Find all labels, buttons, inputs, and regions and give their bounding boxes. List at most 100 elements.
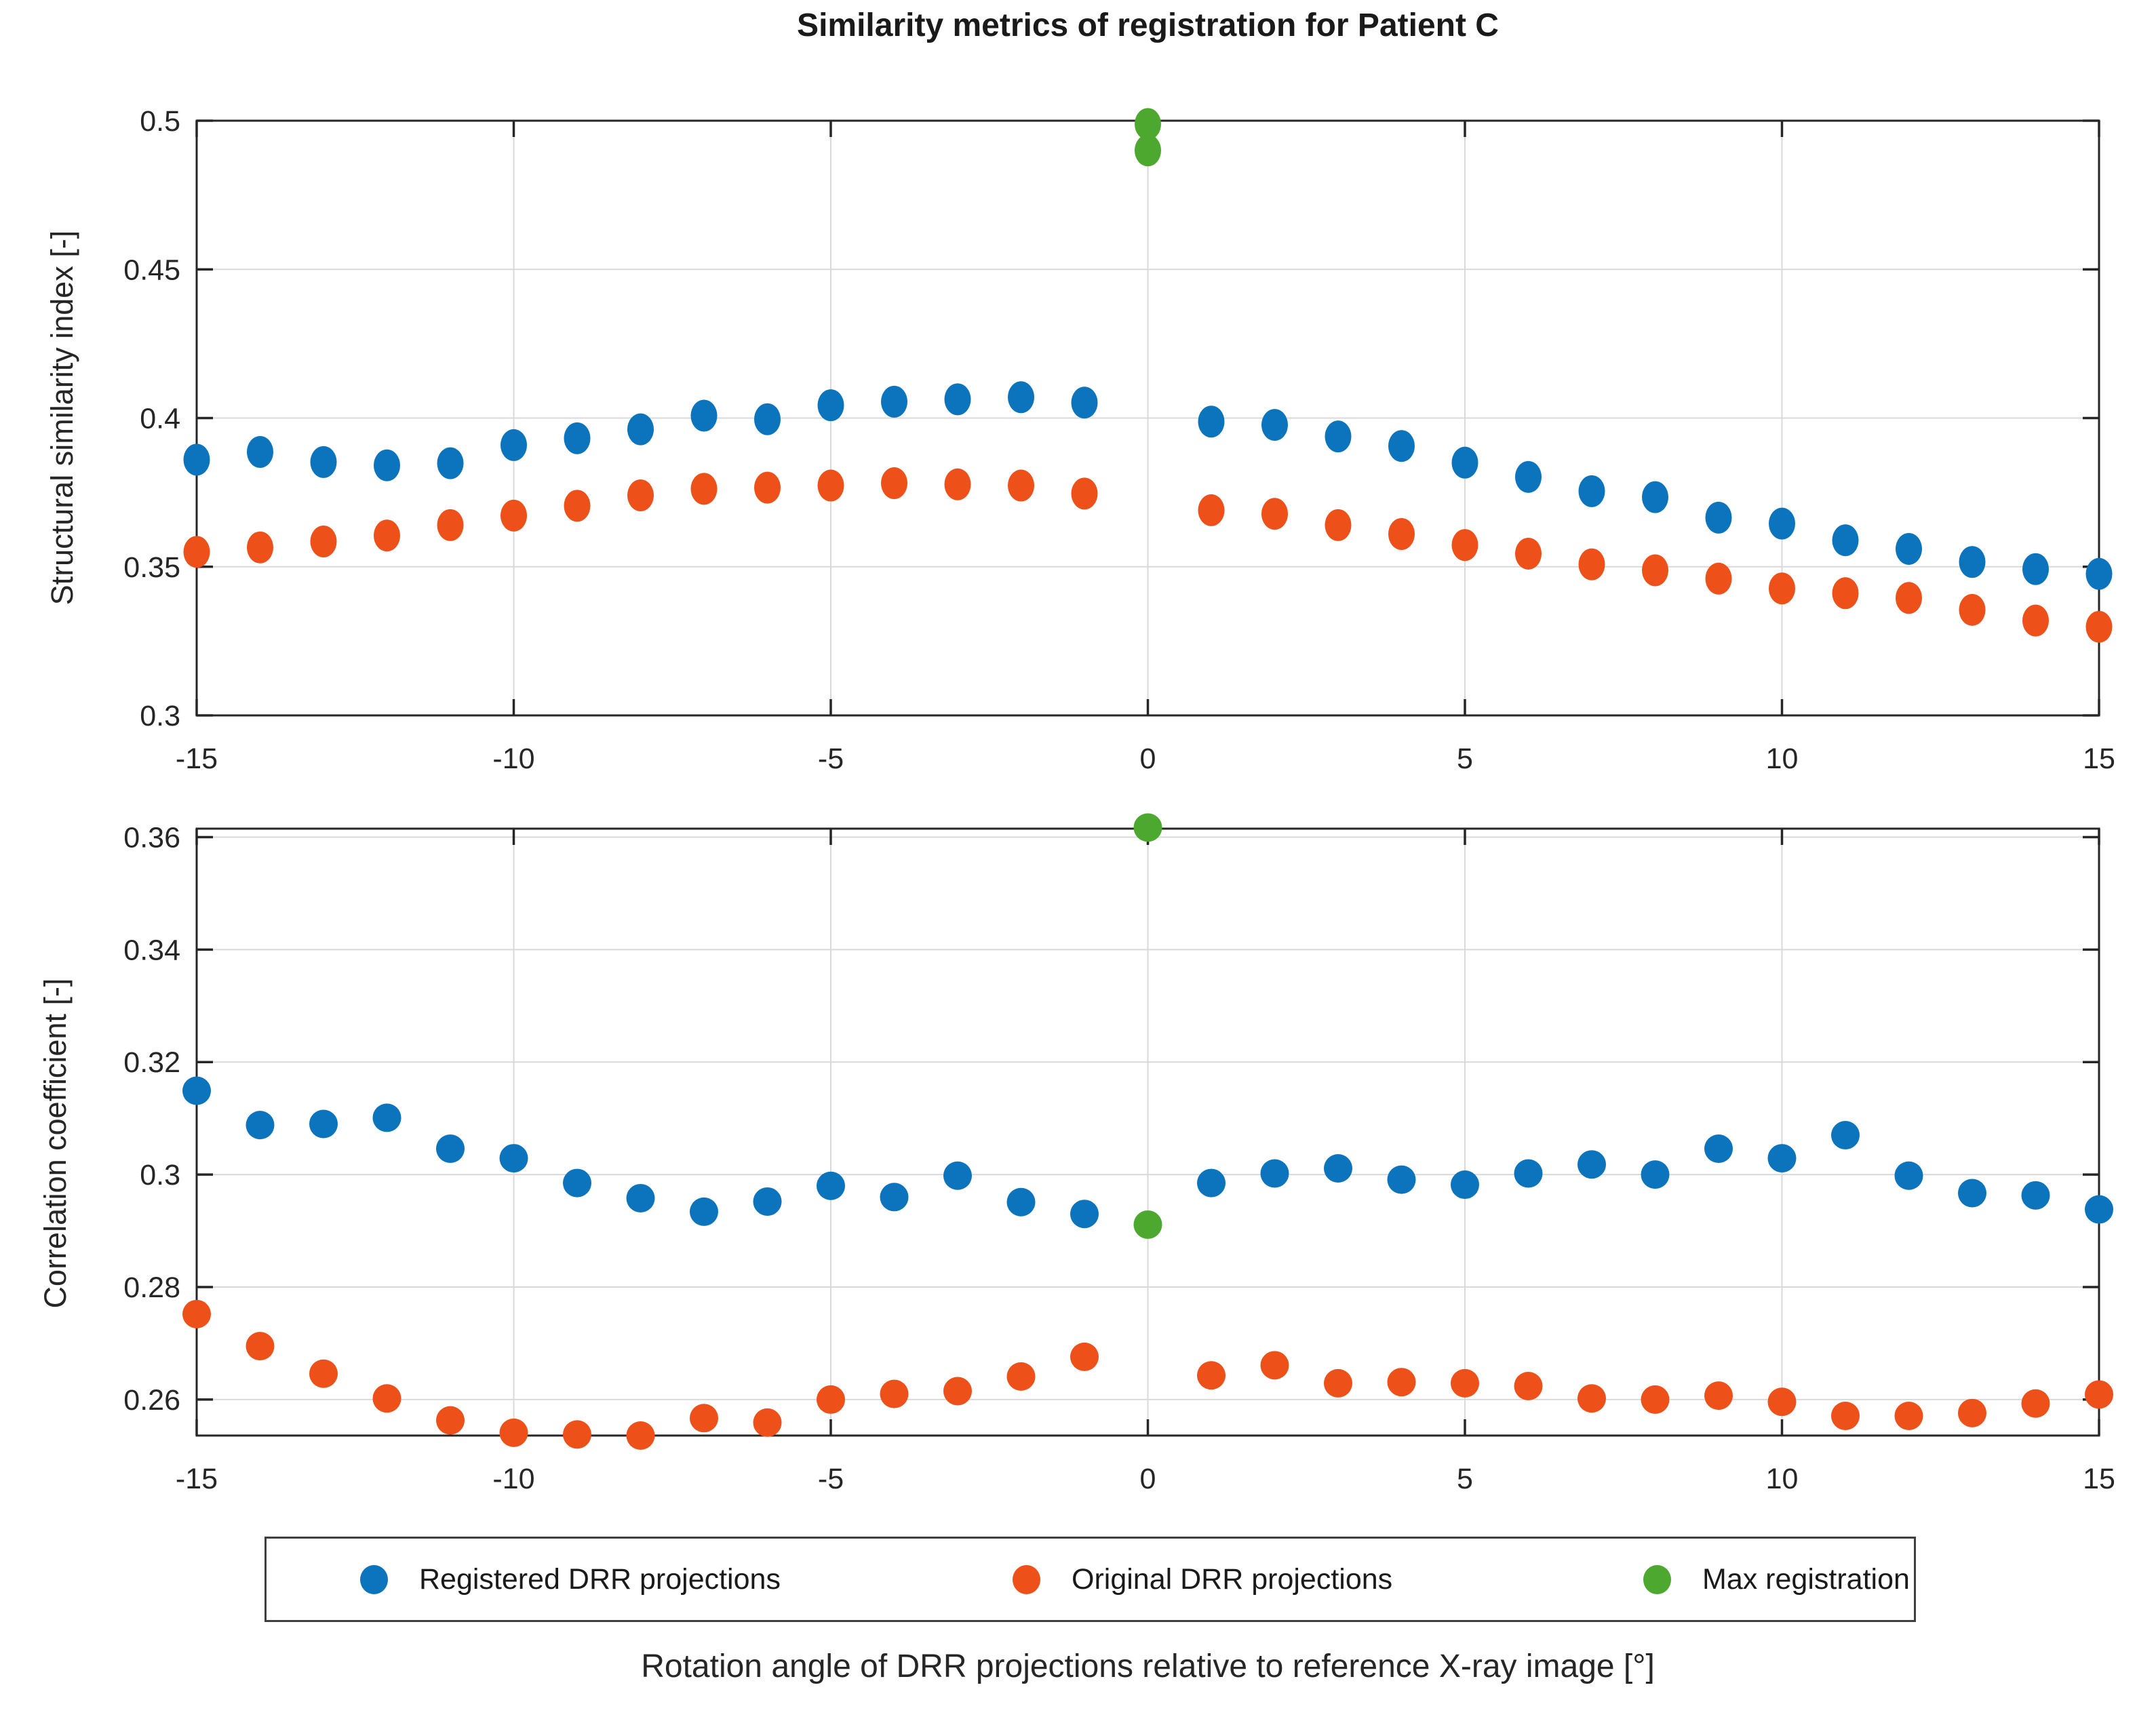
data-point-original xyxy=(1896,582,1922,614)
data-point-original xyxy=(626,1421,655,1450)
data-point-registered xyxy=(1642,481,1668,513)
data-point-original xyxy=(1705,562,1732,595)
x-tick-label: 15 xyxy=(2083,1463,2115,1495)
data-point-original xyxy=(1198,494,1225,526)
x-tick-label: 10 xyxy=(1766,743,1799,775)
legend-label: Original DRR projections xyxy=(1072,1562,1393,1596)
data-point-registered xyxy=(1325,420,1352,453)
data-point-original xyxy=(943,1377,972,1406)
data-point-registered xyxy=(2021,1181,2050,1210)
registered-marker-icon xyxy=(360,1564,388,1594)
y-tick-label: 0.32 xyxy=(123,1046,180,1079)
data-point-registered xyxy=(1388,430,1415,462)
data-point-original xyxy=(753,1408,782,1437)
data-point-original xyxy=(2021,1389,2050,1418)
data-point-original xyxy=(1769,572,1795,605)
legend-label: Max registration xyxy=(1702,1562,1910,1596)
data-point-original xyxy=(437,509,464,541)
data-point-registered xyxy=(2085,1195,2113,1224)
data-point-max xyxy=(1135,108,1161,140)
data-point-original xyxy=(2085,1380,2113,1409)
data-point-registered xyxy=(1896,532,1922,565)
data-point-registered xyxy=(1197,1168,1226,1198)
data-point-registered xyxy=(2022,553,2049,585)
data-point-registered xyxy=(2085,557,2113,590)
data-point-registered xyxy=(1894,1161,1923,1190)
x-tick-label: 10 xyxy=(1766,1463,1799,1495)
original-marker-icon xyxy=(1013,1564,1040,1594)
data-point-original xyxy=(1006,1362,1036,1391)
data-point-registered xyxy=(1451,1170,1479,1200)
data-point-original xyxy=(563,1420,591,1449)
data-point-registered xyxy=(1071,387,1098,419)
data-point-registered xyxy=(626,1183,655,1212)
data-point-registered xyxy=(247,435,273,468)
data-point-original xyxy=(690,473,718,505)
data-point-original xyxy=(1388,518,1415,551)
data-point-registered xyxy=(817,389,844,422)
data-point-original xyxy=(1387,1368,1416,1397)
data-point-registered xyxy=(182,1076,211,1105)
x-axis-label: Rotation angle of DRR projections relati… xyxy=(641,1648,1655,1684)
y-tick-label: 0.3 xyxy=(140,700,180,732)
data-point-registered xyxy=(372,1103,401,1132)
data-point-registered xyxy=(943,1161,972,1190)
data-point-original xyxy=(436,1406,465,1435)
data-point-original xyxy=(627,479,654,512)
x-tick-label: -10 xyxy=(492,743,534,775)
data-point-original xyxy=(1197,1361,1226,1390)
data-point-registered xyxy=(944,383,971,416)
data-point-original xyxy=(1071,477,1098,510)
y-tick-label: 0.28 xyxy=(123,1271,180,1304)
data-point-original xyxy=(754,471,781,504)
data-point-original xyxy=(246,1332,275,1361)
chart-title: Similarity metrics of registration for P… xyxy=(797,7,1499,43)
data-point-registered xyxy=(817,1171,845,1200)
data-point-registered xyxy=(690,1197,718,1226)
data-point-original xyxy=(1894,1401,1923,1430)
data-point-original xyxy=(1514,1372,1543,1401)
data-point-original xyxy=(1704,1381,1733,1410)
data-point-registered xyxy=(1261,409,1288,441)
y-axis-label-bottom: Correlation coefficient [-] xyxy=(38,978,73,1309)
data-point-registered xyxy=(1769,507,1795,540)
data-point-registered xyxy=(501,429,527,461)
data-point-registered xyxy=(881,385,907,418)
data-point-registered xyxy=(1959,546,1986,578)
data-point-registered xyxy=(1577,1150,1606,1179)
data-point-original xyxy=(183,536,210,568)
legend-item-max: Max registration xyxy=(1643,1539,1910,1620)
data-point-registered xyxy=(436,1134,465,1163)
data-point-registered xyxy=(183,443,210,476)
data-point-original xyxy=(1642,554,1668,587)
data-point-original xyxy=(1958,1398,1986,1427)
x-tick-label: -5 xyxy=(818,743,844,775)
legend-item-registered: Registered DRR projections xyxy=(360,1539,781,1620)
data-point-original xyxy=(564,490,591,522)
data-point-registered xyxy=(627,413,654,446)
data-point-original xyxy=(1324,1368,1352,1398)
data-point-registered xyxy=(1324,1154,1352,1183)
data-point-original xyxy=(2022,604,2049,637)
x-tick-label: 0 xyxy=(1140,1463,1156,1495)
x-tick-label: -10 xyxy=(492,1463,534,1495)
data-point-registered xyxy=(880,1183,909,1212)
x-tick-label: -15 xyxy=(176,743,218,775)
data-point-original xyxy=(880,1379,909,1408)
data-point-original xyxy=(1577,1384,1606,1413)
max-marker-icon xyxy=(1643,1564,1671,1594)
data-point-max xyxy=(1135,134,1161,167)
data-point-original xyxy=(247,531,273,564)
x-tick-label: 0 xyxy=(1140,743,1156,775)
data-point-original xyxy=(690,1404,718,1433)
y-tick-label: 0.26 xyxy=(123,1384,180,1417)
x-tick-label: 5 xyxy=(1457,1463,1473,1495)
data-point-original xyxy=(1578,548,1605,580)
data-point-original xyxy=(1959,593,1986,626)
data-point-original xyxy=(1070,1342,1099,1371)
data-point-registered xyxy=(499,1144,528,1173)
data-point-original xyxy=(1260,1351,1289,1380)
data-point-original xyxy=(182,1299,211,1328)
